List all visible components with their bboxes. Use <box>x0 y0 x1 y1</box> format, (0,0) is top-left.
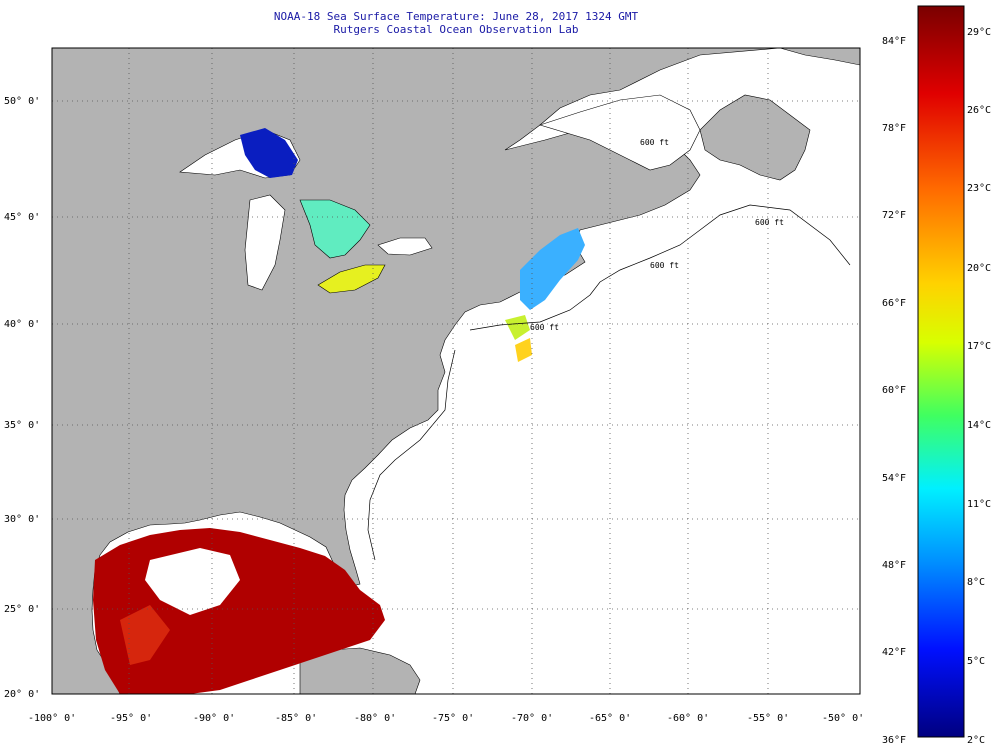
svg-text:72°F: 72°F <box>882 210 906 221</box>
gulf-st-lawrence <box>538 94 701 171</box>
lon-label: -90° 0' <box>193 713 235 724</box>
svg-text:84°F: 84°F <box>882 36 906 47</box>
lat-label: 20° 0' <box>4 689 40 700</box>
svg-text:26°C: 26°C <box>967 105 991 116</box>
map-frame <box>51 47 861 695</box>
svg-text:600 ft: 600 ft <box>755 218 784 227</box>
svg-text:14°C: 14°C <box>967 420 991 431</box>
georges-bank-sst <box>505 315 530 340</box>
land-newfoundland <box>699 94 811 181</box>
gulf-sst-cloud <box>145 548 240 615</box>
lon-label: -60° 0' <box>667 713 709 724</box>
lon-label: -80° 0' <box>354 713 396 724</box>
lat-label: 50° 0' <box>4 96 40 107</box>
latitude-labels: 50° 0' 45° 0' 40° 0' 35° 0' 30° 0' 25° 0… <box>4 96 40 700</box>
lon-label: -100° 0' <box>28 713 76 724</box>
lon-label: -70° 0' <box>511 713 553 724</box>
lon-label: -65° 0' <box>589 713 631 724</box>
lake-ontario <box>377 237 433 256</box>
lon-label: -50° 0' <box>822 713 864 724</box>
longitude-labels: -100° 0' -95° 0' -90° 0' -85° 0' -80° 0'… <box>28 713 864 724</box>
isobath-labels: 600 ft 600 ft 600 ft 600 ft <box>530 138 784 332</box>
lon-label: -85° 0' <box>275 713 317 724</box>
isobath-line <box>469 204 851 331</box>
map-subtitle: Rutgers Coastal Ocean Observation Lab <box>333 23 579 36</box>
map-title: NOAA-18 Sea Surface Temperature: June 28… <box>273 10 639 23</box>
svg-text:36°F: 36°F <box>882 735 906 746</box>
colorbar <box>917 5 965 738</box>
colorbar-fahrenheit-labels: 84°F 78°F 72°F 66°F 60°F 54°F 48°F 42°F … <box>882 36 906 746</box>
isobath-line-south <box>367 349 456 561</box>
svg-text:66°F: 66°F <box>882 298 906 309</box>
lon-label: -95° 0' <box>110 713 152 724</box>
svg-text:23°C: 23°C <box>967 183 991 194</box>
lat-label: 25° 0' <box>4 604 40 615</box>
svg-text:600 ft: 600 ft <box>650 261 679 270</box>
lake-superior-sst <box>240 128 298 178</box>
svg-text:20°C: 20°C <box>967 263 991 274</box>
lon-label: -55° 0' <box>747 713 789 724</box>
svg-text:5°C: 5°C <box>967 656 985 667</box>
gulf-sst-highlight <box>120 605 170 665</box>
lon-label: -75° 0' <box>432 713 474 724</box>
svg-text:78°F: 78°F <box>882 123 906 134</box>
svg-text:60°F: 60°F <box>882 385 906 396</box>
svg-text:11°C: 11°C <box>967 499 991 510</box>
lake-michigan <box>244 194 286 291</box>
svg-text:42°F: 42°F <box>882 647 906 658</box>
lake-erie <box>317 264 386 294</box>
lake-huron <box>299 199 371 259</box>
lat-label: 35° 0' <box>4 420 40 431</box>
colorbar-celsius-labels: 29°C 26°C 23°C 20°C 17°C 14°C 11°C 8°C 5… <box>967 27 991 746</box>
svg-text:48°F: 48°F <box>882 560 906 571</box>
lat-label: 30° 0' <box>4 514 40 525</box>
svg-text:600 ft: 600 ft <box>640 138 669 147</box>
lat-label: 45° 0' <box>4 212 40 223</box>
svg-text:17°C: 17°C <box>967 341 991 352</box>
gulf-of-maine-sst <box>520 228 585 310</box>
offshore-sst-patch <box>515 338 532 362</box>
svg-text:29°C: 29°C <box>967 27 991 38</box>
svg-text:2°C: 2°C <box>967 735 985 746</box>
lat-label: 40° 0' <box>4 319 40 330</box>
svg-text:54°F: 54°F <box>882 473 906 484</box>
svg-text:8°C: 8°C <box>967 577 985 588</box>
svg-text:600 ft: 600 ft <box>530 323 559 332</box>
